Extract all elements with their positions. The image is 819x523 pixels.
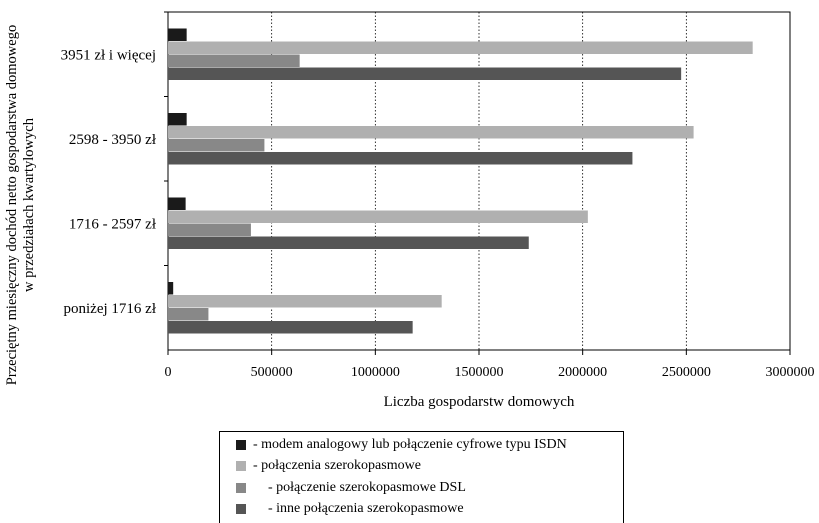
x-tick-label-1000000: 1000000 (351, 365, 400, 380)
x-tick-label-0: 0 (165, 365, 172, 380)
bar-s0-c1 (168, 197, 186, 210)
bar-s2-c0 (168, 308, 209, 321)
y-axis-label-line-1: Przeciętny miesięczny dochód netto gospo… (4, 25, 20, 385)
legend-label-isdn: - modem analogowy lub połączenie cyfrowe… (253, 437, 567, 452)
legend-item-broadband: - połączenia szerokopasmowe (236, 456, 421, 476)
bar-s1-c3 (168, 41, 753, 54)
legend-label-broadband: - połączenia szerokopasmowe (253, 458, 421, 473)
bar-s3-c3 (168, 67, 682, 80)
x-tick-label-2500000: 2500000 (662, 365, 711, 380)
bar-s3-c0 (168, 321, 413, 334)
bar-s1-c1 (168, 210, 588, 223)
y-axis-label: Przeciętny miesięczny dochód netto gospo… (4, 25, 37, 385)
y-axis-label-line-2: w przedziałach kwartylowych (21, 117, 37, 292)
category-label-1: 1716 - 2597 zł (69, 216, 157, 232)
legend-swatch-other-broadband (236, 504, 246, 514)
x-tick-label-3000000: 3000000 (766, 365, 815, 380)
x-tick-label-500000: 500000 (251, 365, 293, 380)
bar-s0-c3 (168, 28, 187, 41)
legend-item-isdn: - modem analogowy lub połączenie cyfrowe… (236, 435, 567, 455)
legend-swatch-isdn (236, 440, 246, 450)
category-label-0: poniżej 1716 zł (64, 301, 157, 317)
legend-label-dsl: - połączenie szerokopasmowe DSL (268, 480, 466, 495)
x-tick-label-2000000: 2000000 (558, 365, 607, 380)
bar-s3-c1 (168, 236, 529, 249)
legend-item-other-broadband: - inne połączenia szerokopasmowe (236, 499, 464, 519)
bar-s2-c3 (168, 54, 300, 67)
bars (168, 28, 753, 334)
legend: - modem analogowy lub połączenie cyfrowe… (219, 431, 624, 523)
bar-s0-c2 (168, 113, 187, 126)
legend-label-other-broadband: - inne połączenia szerokopasmowe (268, 501, 464, 516)
category-labels: poniżej 1716 zł 1716 - 2597 zł 2598 - 3950… (61, 11, 168, 317)
category-label-3: 3951 zł i więcej (61, 47, 156, 63)
category-label-2: 2598 - 3950 zł (69, 132, 157, 148)
legend-swatch-broadband (236, 461, 246, 471)
bar-s0-c0 (168, 282, 174, 295)
legend-item-dsl: - połączenie szerokopasmowe DSL (236, 478, 466, 498)
bar-s2-c2 (168, 139, 265, 152)
legend-swatch-dsl (236, 483, 246, 493)
bar-s1-c0 (168, 295, 442, 308)
x-tick-labels: 0 500000 1000000 1500000 2000000 2500000 30000… (165, 350, 815, 380)
bar-s1-c2 (168, 126, 694, 139)
bar-s3-c2 (168, 152, 633, 165)
x-tick-label-1500000: 1500000 (455, 365, 504, 380)
x-axis-label: Liczba gospodarstw domowych (384, 394, 575, 410)
bar-chart: 0 500000 1000000 1500000 2000000 2500000 30000… (4, 11, 815, 410)
bar-s2-c1 (168, 223, 251, 236)
